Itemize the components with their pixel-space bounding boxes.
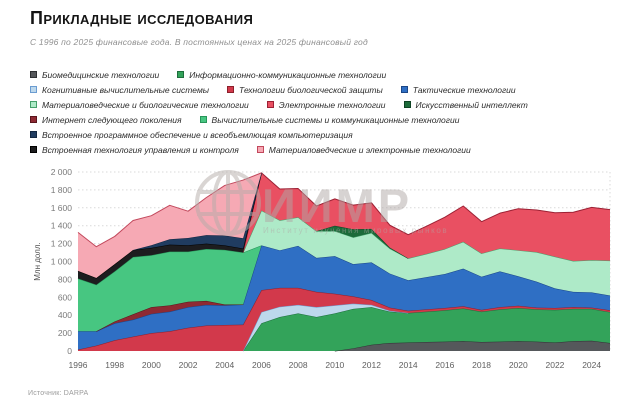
legend-row: Интернет следующего поколения Вычислитель… [30,112,605,127]
legend-label: Биомедицинские технологии [42,69,160,80]
area-outline-mat_elec [77,172,262,248]
legend-item-biomed: Биомедицинские технологии [30,70,159,80]
legend-swatch-mat_elec [256,146,264,153]
legend-label: Интернет следующего поколения [42,114,182,125]
x-tick-label: 2008 [289,360,308,370]
y-tick-label: 0 [67,346,72,356]
legend-label: Материаловедческие и биологические техно… [42,99,249,110]
x-tick-label: 2002 [179,360,198,370]
legend-item-ict: Информационно-коммуникационные технологи… [177,70,386,80]
legend-label: Искусственный интеллект [415,99,528,110]
legend-swatch-embedded_software [30,131,37,138]
legend-label: Встроенная технология управления и контр… [42,144,239,155]
y-tick-label: 1 400 [51,221,73,231]
y-tick-label: 200 [58,328,72,338]
legend-swatch-embedded_control [30,146,37,153]
legend-item-embedded_software: Встроенное программное обеспечение и все… [30,130,353,140]
legend-row: Биомедицинские технологии Информационно-к… [30,67,605,82]
area-biodefense [78,287,610,351]
legend-swatch-nextgen_internet [30,116,37,123]
legend-row: Материаловедческие и биологические техно… [30,97,605,112]
x-tick-label: 2012 [362,360,381,370]
legend-swatch-electronics [266,101,274,108]
legend-swatch-tactical [400,86,408,93]
x-tick-label: 2020 [509,360,528,370]
legend: Биомедицинские технологии Информационно-к… [30,67,605,157]
legend-item-comp_comm: Вычислительные системы и коммуникационны… [199,114,460,125]
y-tick-label: 600 [58,292,72,302]
legend-swatch-biomed [30,71,37,78]
legend-label: Технологии биологической защиты [239,84,383,95]
x-tick-label: 2024 [582,360,601,370]
area-mat_elec [78,172,610,279]
area-outline-cognitive [242,303,409,352]
y-tick-label: 2 000 [51,167,73,177]
source-note: Источник: DARPA [28,390,89,397]
legend-item-mat_elec: Материаловедческие и электронные техноло… [256,144,471,155]
x-tick-label: 2022 [546,360,565,370]
x-tick-label: 2000 [142,360,161,370]
legend-item-biodefense: Технологии биологической защиты [227,85,383,95]
legend-row: Когнитивные вычислительные системы Технол… [30,82,605,97]
y-tick-label: 1 600 [51,203,73,213]
x-tick-label: 2004 [215,360,234,370]
legend-swatch-mat_bio [30,101,37,108]
legend-label: Материаловедческие и электронные техноло… [268,144,471,155]
legend-item-nextgen_internet: Интернет следующего поколения [30,115,182,125]
legend-swatch-cognitive [30,86,37,93]
y-axis-title: Млн долл. [33,242,42,280]
legend-label: Вычислительные системы и коммуникационны… [211,114,460,125]
legend-label: Когнитивные вычислительные системы [42,84,210,95]
legend-swatch-ai [403,101,411,108]
area-mat_bio [78,210,610,296]
legend-label: Электронные технологии [278,99,386,110]
x-tick-label: 2018 [472,360,491,370]
legend-label: Тактические технологии [412,84,516,95]
legend-row: Встроенная технология управления и контр… [30,142,605,157]
area-outline-electronics [242,172,611,253]
x-tick-label: 2016 [435,360,454,370]
watermark-subtitle: Институт изучения мировых рынков [263,226,448,235]
legend-swatch-ict [177,71,185,78]
chart-subtitle: С 1996 по 2025 финансовые года. В постоя… [30,37,368,47]
area-comp_comm [78,245,610,332]
area-outline-ai [316,225,409,259]
legend-item-mat_bio: Материаловедческие и биологические техно… [30,100,249,110]
legend-label: Информационно-коммуникационные технологи… [189,69,387,80]
area-electronics [78,172,610,285]
legend-label: Встроенное программное обеспечение и все… [42,129,353,140]
x-tick-label: 1998 [105,360,124,370]
y-tick-label: 400 [58,310,72,320]
legend-item-electronics: Электронные технологии [266,99,386,110]
x-tick-label: 1996 [69,360,88,370]
y-tick-label: 1 800 [51,185,73,195]
area-tactical [78,245,610,350]
x-tick-label: 2014 [399,360,418,370]
x-tick-label: 2010 [325,360,344,370]
legend-item-cognitive: Когнитивные вычислительные системы [30,85,209,95]
x-tick-label: 2006 [252,360,271,370]
y-tick-label: 1 200 [51,239,73,249]
watermark-title: ИИМР [262,179,412,232]
legend-swatch-comp_comm [199,116,207,123]
page-title: Прикладные исследования [30,8,254,28]
legend-swatch-biodefense [227,86,235,93]
legend-item-tactical: Тактические технологии [400,84,516,95]
y-tick-label: 800 [58,274,72,284]
legend-row: Встроенное программное обеспечение и все… [30,127,605,142]
legend-item-embedded_control: Встроенная технология управления и контр… [30,145,239,155]
y-tick-label: 1 000 [51,257,73,267]
area-ict [78,307,610,351]
legend-item-ai: Искусственный интеллект [403,99,528,110]
area-biomed [78,340,610,351]
